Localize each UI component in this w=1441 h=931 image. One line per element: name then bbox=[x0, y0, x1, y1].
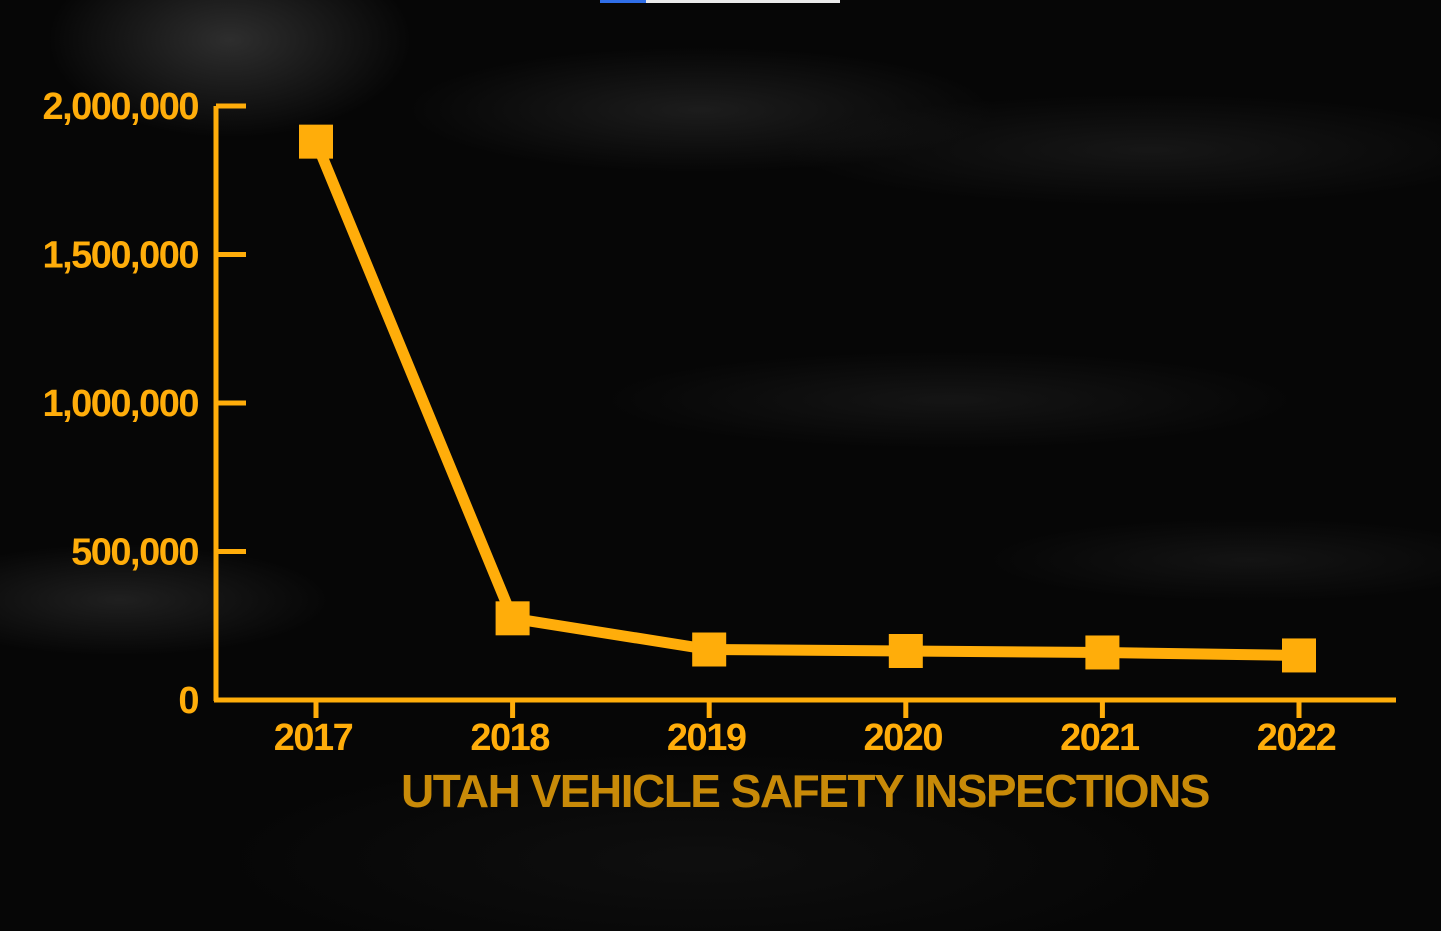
x-axis-title: UTAH VEHICLE SAFETY INSPECTIONS bbox=[401, 765, 1209, 817]
x-tick-label: 2020 bbox=[864, 717, 943, 759]
x-ticks: 2017 2018 2019 2020 2021 2022 bbox=[274, 700, 1337, 759]
y-ticks: 0 500,000 1,000,000 1,500,000 2,000,000 bbox=[42, 86, 246, 722]
video-progress-bar-buffered bbox=[646, 0, 840, 3]
video-progress-bar-played bbox=[600, 0, 646, 3]
x-tick-label: 2018 bbox=[470, 717, 549, 759]
y-tick-label: 1,500,000 bbox=[42, 235, 198, 277]
data-point-marker bbox=[1282, 638, 1316, 673]
series-inspections bbox=[299, 124, 1316, 673]
y-tick-label: 2,000,000 bbox=[42, 86, 198, 128]
x-tick-label: 2021 bbox=[1060, 717, 1140, 759]
data-point-marker bbox=[1085, 635, 1120, 670]
data-point-marker bbox=[888, 633, 923, 668]
data-point-marker bbox=[299, 124, 333, 159]
x-tick-label: 2017 bbox=[274, 717, 353, 759]
y-tick-label: 500,000 bbox=[71, 532, 198, 574]
y-tick-label: 1,000,000 bbox=[42, 383, 198, 425]
data-point-marker bbox=[692, 632, 727, 667]
data-point-marker bbox=[495, 601, 530, 636]
y-tick-label: 0 bbox=[178, 680, 198, 722]
x-tick-label: 2022 bbox=[1257, 717, 1336, 759]
x-tick-label: 2019 bbox=[667, 717, 746, 759]
series-line bbox=[310, 139, 1300, 661]
